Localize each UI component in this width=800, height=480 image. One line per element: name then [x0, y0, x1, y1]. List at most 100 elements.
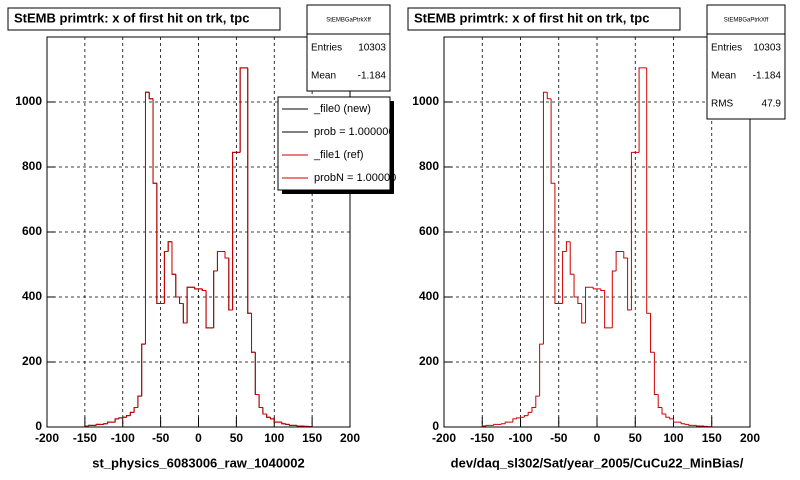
- y-tick-label: 600: [419, 224, 439, 238]
- histogram-bin: [688, 424, 693, 426]
- histogram-bin: [126, 415, 131, 418]
- histogram-bin: [232, 151, 237, 310]
- x-tick-label: -100: [508, 431, 532, 445]
- histogram-bin: [118, 417, 123, 419]
- y-tick-label: 600: [22, 224, 42, 238]
- stats-value: 10303: [358, 43, 386, 54]
- histogram-bin: [573, 274, 578, 298]
- histogram-bin: [630, 151, 636, 310]
- legend-label: _file1 (ref): [313, 149, 364, 161]
- histogram-bin: [137, 395, 142, 408]
- y-tick-label: 800: [419, 159, 439, 173]
- stats-label: Entries: [711, 43, 742, 54]
- stats-label: Entries: [311, 43, 342, 54]
- stats-title: StEMBGaPtrkXff: [326, 18, 371, 24]
- histogram-bin: [535, 395, 540, 408]
- x-axis-label: st_physics_6083006_raw_1040002: [92, 455, 305, 470]
- histogram-bin: [527, 411, 532, 416]
- histogram-bin: [638, 67, 643, 153]
- histogram-bin: [520, 416, 525, 418]
- histogram-bin: [695, 425, 701, 427]
- histogram-bin: [554, 183, 559, 304]
- histogram-bin: [650, 313, 655, 353]
- legend-label: prob = 1.000000: [314, 126, 394, 138]
- x-tick-label: 200: [340, 431, 360, 445]
- x-tick-label: 0: [195, 431, 202, 445]
- stats-box: [306, 4, 391, 92]
- y-tick-label: 0: [432, 419, 439, 433]
- x-tick-label: -150: [470, 431, 494, 445]
- histogram-bin: [88, 424, 93, 427]
- histogram-bin: [615, 251, 620, 271]
- histogram-bin: [512, 418, 517, 423]
- histogram-bin: [167, 241, 172, 252]
- x-tick-label: 150: [702, 431, 722, 445]
- title-box: [7, 7, 281, 31]
- stats-label: Mean: [711, 71, 736, 82]
- histogram-bin: [550, 98, 555, 184]
- histogram-bin: [623, 251, 628, 259]
- histogram-bin: [239, 67, 244, 153]
- histogram-bin: [201, 288, 207, 291]
- chart-title: StEMB primtrk: x of first hit on trk, tp…: [14, 10, 249, 25]
- x-tick-label: -150: [73, 431, 97, 445]
- histogram-bin: [103, 423, 108, 425]
- histogram-bin: [592, 287, 597, 290]
- histogram-bin: [539, 343, 544, 397]
- histogram-bin: [627, 258, 632, 311]
- histogram-bin: [258, 394, 263, 408]
- x-tick-label: -100: [111, 431, 135, 445]
- histogram-bin: [562, 251, 567, 304]
- y-tick-label: 400: [22, 289, 42, 303]
- y-tick-label: 0: [35, 419, 42, 433]
- histogram-bin: [531, 407, 536, 413]
- histogram-bin: [581, 303, 586, 324]
- histogram-bin: [684, 423, 689, 425]
- histogram-bin: [661, 407, 666, 415]
- stats-value: 10303: [753, 43, 781, 54]
- histogram-bin: [133, 407, 138, 413]
- x-tick-label: -200: [432, 431, 456, 445]
- histogram-bin: [646, 67, 651, 314]
- stats-value: -1.184: [753, 71, 782, 82]
- histogram-bin: [175, 274, 180, 298]
- x-axis-label: dev/daq_sl302/Sat/year_2005/CuCu22_MinBi…: [451, 455, 744, 470]
- x-tick-label: 150: [302, 431, 322, 445]
- histogram-bin: [182, 303, 188, 324]
- legend-box: [277, 96, 391, 191]
- histogram-bin: [546, 92, 552, 100]
- histogram-bin: [565, 241, 571, 252]
- histogram-bin: [285, 423, 290, 425]
- plot-border: [443, 36, 751, 428]
- chart-title: StEMB primtrk: x of first hit on trk, tp…: [414, 10, 649, 25]
- y-tick-label: 1000: [15, 94, 42, 108]
- histogram-bin: [296, 425, 301, 427]
- x-tick-label: 200: [740, 431, 760, 445]
- histogram-bin: [266, 414, 271, 418]
- histogram-bin: [163, 251, 169, 304]
- histogram-bin: [604, 290, 609, 329]
- histogram-bin: [254, 352, 260, 395]
- x-tick-label: -50: [152, 431, 170, 445]
- x-tick-label: -50: [550, 431, 568, 445]
- histogram-bin: [186, 286, 191, 323]
- histogram-bin: [600, 288, 605, 291]
- histogram-bin: [114, 418, 119, 423]
- histogram-bin: [665, 414, 670, 418]
- y-tick-label: 400: [419, 289, 439, 303]
- histogram-bin: [179, 297, 184, 304]
- stats-title: StEMBGaPtrkXff: [724, 18, 769, 24]
- histogram-bin: [585, 286, 590, 323]
- histogram-bin: [281, 422, 286, 425]
- histogram-bin: [542, 91, 548, 345]
- histogram-bin: [122, 416, 127, 418]
- histogram-bin: [95, 423, 101, 426]
- histogram-bin: [504, 421, 510, 424]
- histogram-bin: [493, 423, 498, 426]
- title-box: [407, 7, 681, 31]
- legend-label: _file0 (new): [313, 103, 371, 115]
- histogram-bin: [224, 251, 229, 259]
- histogram-bin: [611, 270, 617, 328]
- y-tick-label: 200: [419, 354, 439, 368]
